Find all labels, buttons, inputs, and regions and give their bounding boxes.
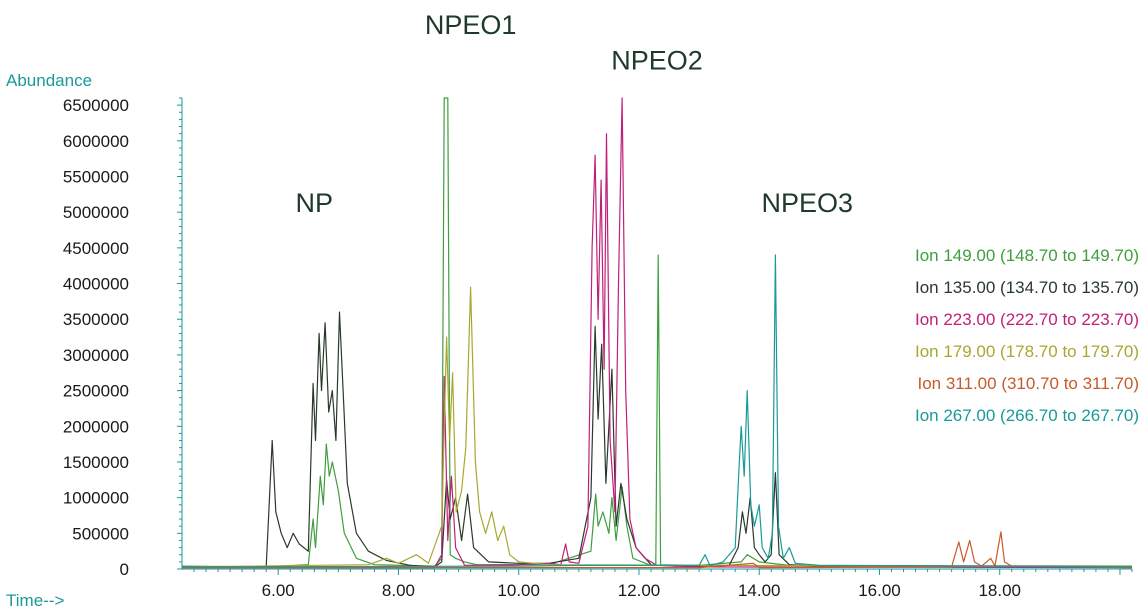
- y-tick-label: 2000000: [63, 417, 129, 436]
- y-tick-label: 1000000: [63, 489, 129, 508]
- y-tick-label: 1500000: [63, 453, 129, 472]
- x-tick-label: 12.00: [618, 581, 661, 600]
- x-tick-label: 16.00: [858, 581, 901, 600]
- y-axis-title: Abundance: [6, 71, 92, 90]
- y-tick-label: 3000000: [63, 346, 129, 365]
- x-axis-title: Time-->: [6, 591, 64, 610]
- series-line: [181, 97, 1133, 568]
- x-tick-label: 8.00: [382, 581, 415, 600]
- series-line: [182, 97, 1133, 569]
- x-tick-label: 14.00: [738, 581, 781, 600]
- series-line: [182, 531, 1133, 569]
- peak-label: NP: [296, 188, 334, 218]
- y-tick-label: 3500000: [63, 310, 129, 329]
- y-tick-label: 0: [120, 560, 129, 579]
- series-line: [182, 311, 1133, 568]
- peak-label: NPEO3: [762, 188, 854, 218]
- series-line: [181, 254, 1133, 568]
- y-tick-label: 4000000: [63, 275, 129, 294]
- y-tick-label: 500000: [72, 524, 129, 543]
- x-tick-label: 18.00: [978, 581, 1021, 600]
- peak-label: NPEO1: [425, 10, 517, 40]
- y-tick-label: 6500000: [63, 96, 129, 115]
- legend-entry: Ion 179.00 (178.70 to 179.70): [915, 342, 1139, 361]
- peak-label: NPEO2: [611, 45, 703, 75]
- y-tick-label: 6000000: [63, 132, 129, 151]
- legend-entry: Ion 135.00 (134.70 to 135.70): [915, 278, 1139, 297]
- legend-entry: Ion 223.00 (222.70 to 223.70): [915, 310, 1139, 329]
- series-line: [181, 286, 1133, 568]
- x-tick-label: 6.00: [262, 581, 295, 600]
- x-tick-label: 10.00: [497, 581, 540, 600]
- legend-entry: Ion 267.00 (266.70 to 267.70): [915, 406, 1139, 425]
- y-tick-label: 4500000: [63, 239, 129, 258]
- y-tick-label: 5500000: [63, 168, 129, 187]
- legend-entry: Ion 149.00 (148.70 to 149.70): [915, 246, 1139, 265]
- y-tick-label: 5000000: [63, 203, 129, 222]
- y-tick-label: 2500000: [63, 382, 129, 401]
- legend-entry: Ion 311.00 (310.70 to 311.70): [918, 374, 1140, 393]
